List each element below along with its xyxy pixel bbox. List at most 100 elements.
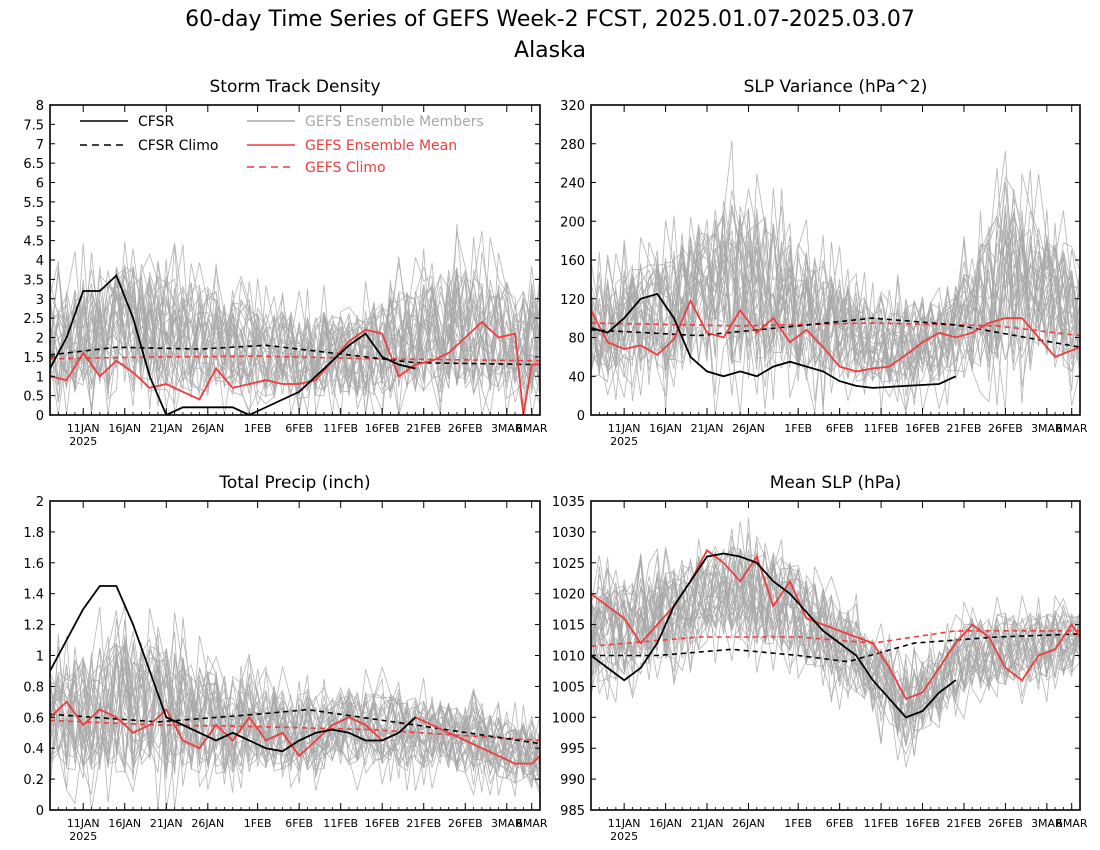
chart-title: SLP Variance (hPa^2): [744, 77, 928, 97]
y-tick-label: 1: [36, 370, 44, 385]
x-tick-label: 26JAN: [732, 817, 765, 830]
y-tick-label: 7.5: [23, 118, 44, 133]
member-line: [591, 208, 1080, 381]
series-line-ens-mean: [50, 320, 540, 415]
legend-label-ens-mean: GEFS Ensemble Mean: [305, 138, 457, 154]
y-tick-label: 1025: [552, 557, 585, 572]
series-storm: [50, 273, 540, 415]
x-tick-label: 3MAR: [491, 817, 523, 830]
x-tick-label: 1FEB: [244, 422, 272, 435]
series-line-cfsr-climo: [50, 708, 540, 745]
x-tick-label: 16FEB: [365, 422, 400, 435]
y-tick-label: 40: [568, 370, 585, 385]
series-precip: [50, 585, 540, 765]
y-tick-label: 5: [36, 215, 44, 230]
members-storm: [50, 223, 540, 415]
member-line: [50, 607, 540, 785]
y-tick-label: 0.5: [23, 390, 44, 405]
y-tick-label: 8: [36, 99, 44, 114]
y-tick-label: 1.8: [23, 526, 44, 541]
x-year-label: 2025: [610, 435, 638, 448]
x-tick-label: 1FEB: [244, 817, 272, 830]
series-line-gefs-climo: [50, 355, 540, 362]
x-year-label: 2025: [69, 830, 97, 843]
member-line: [591, 227, 1080, 411]
y-tick-label: 2.5: [23, 312, 44, 327]
y-tick-label: 2: [36, 495, 44, 510]
x-tick-label: 21FEB: [947, 817, 982, 830]
series-mslp: [591, 549, 1080, 719]
x-tick-label: 21JAN: [691, 422, 724, 435]
members-precip: [50, 604, 540, 810]
y-tick-label: 4.5: [23, 235, 44, 250]
x-tick-label: 21FEB: [406, 422, 441, 435]
x-tick-label: 26FEB: [988, 817, 1023, 830]
member-line: [50, 646, 540, 793]
series-line-cfsr: [50, 273, 416, 415]
y-tick-label: 3: [36, 293, 44, 308]
y-tick-label: 0.8: [23, 680, 44, 695]
x-tick-label: 11FEB: [323, 422, 358, 435]
y-tick-label: 6: [36, 177, 44, 192]
chart-precip: Total Precip (inch) 0 0.2 0.4 0.6 0.8 1 1.2 1.4 1…: [23, 473, 548, 843]
series-line-cfsr: [50, 585, 417, 753]
y-tick-label: 7: [36, 138, 44, 153]
y-tick-label: 80: [568, 332, 585, 347]
member-line: [50, 612, 540, 796]
x-tick-label: 16JAN: [649, 422, 682, 435]
series-line-ens-mean: [50, 700, 540, 765]
member-line: [591, 551, 1080, 743]
y-tick-label: 1.4: [23, 588, 44, 603]
member-line: [591, 517, 1080, 729]
member-line: [50, 626, 540, 783]
chart-title: Total Precip (inch): [218, 473, 370, 493]
y-tick-label: 1035: [552, 495, 585, 510]
x-tick-label: 6FEB: [285, 422, 313, 435]
y-tick-label: 1010: [552, 650, 585, 665]
series-line-ens-mean: [591, 298, 1080, 373]
x-tick-label: 21JAN: [691, 817, 724, 830]
y-tick-label: 1005: [552, 680, 585, 695]
member-line: [50, 262, 540, 415]
x-tick-label: 16JAN: [108, 817, 141, 830]
legend-label-members: GEFS Ensemble Members: [305, 114, 484, 130]
x-tick-label: 6FEB: [285, 817, 313, 830]
chart-storm: Storm Track Density 0 0.5 1 1.5 2 2.5 3 3.5 4 4.5 5…: [23, 77, 548, 448]
x-tick-label: 3MAR: [1031, 817, 1063, 830]
x-tick-label: 26FEB: [448, 422, 483, 435]
x-tick-label: 16FEB: [365, 817, 400, 830]
y-tick-label: 1.2: [23, 619, 44, 634]
series-line-cfsr: [591, 292, 957, 389]
y-tick-label: 160: [560, 254, 585, 269]
figure-title: 60-day Time Series of GEFS Week-2 FCST, …: [185, 7, 915, 32]
x-tick-label: 26JAN: [191, 817, 224, 830]
y-tick-label: 3.5: [23, 273, 44, 288]
member-line: [591, 206, 1080, 403]
x-tick-label: 26FEB: [448, 817, 483, 830]
member-line: [50, 643, 540, 791]
y-tick-label: 1.5: [23, 351, 44, 366]
x-tick-label: 1FEB: [784, 422, 812, 435]
x-tick-label: 16JAN: [649, 817, 682, 830]
series-line-cfsr-climo: [591, 317, 1080, 348]
member-line: [591, 555, 1080, 761]
member-line: [50, 649, 540, 775]
member-line: [50, 232, 540, 403]
series-line-cfsr-climo: [50, 344, 540, 366]
y-tick-label: 985: [560, 804, 585, 819]
y-tick-label: 0.6: [23, 711, 44, 726]
member-line: [591, 181, 1080, 395]
y-tick-label: 0: [577, 409, 585, 424]
member-line: [50, 271, 540, 415]
member-line: [591, 212, 1080, 415]
x-year-label: 2025: [69, 435, 97, 448]
x-tick-label: 26JAN: [191, 422, 224, 435]
x-tick-label: 16FEB: [905, 817, 940, 830]
chart-title: Mean SLP (hPa): [770, 473, 902, 493]
x-tick-label: 1FEB: [784, 817, 812, 830]
x-tick-label: 21FEB: [406, 817, 441, 830]
member-line: [591, 535, 1080, 728]
x-tick-label: 11FEB: [864, 422, 899, 435]
member-line: [50, 223, 540, 415]
member-line: [50, 638, 540, 774]
